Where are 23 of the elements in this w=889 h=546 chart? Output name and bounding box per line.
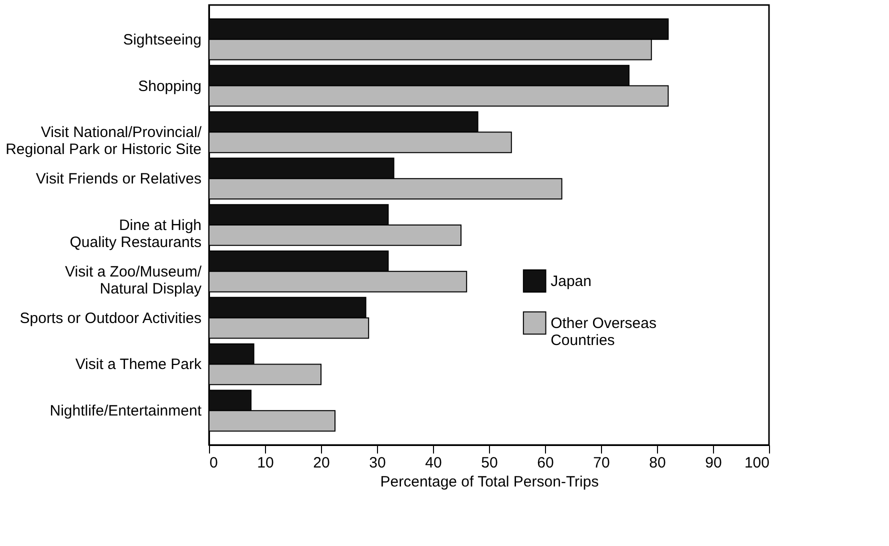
legend-label: Other Overseas Countries xyxy=(550,315,656,349)
x-tick-label: 30 xyxy=(369,454,386,472)
y-tick-label: Sports or Outdoor Activities xyxy=(20,310,202,327)
legend-label: Japan xyxy=(550,273,592,290)
y-tick-label: Dine at High Quality Restaurants xyxy=(70,217,202,251)
x-tick-label: 100 xyxy=(744,454,770,472)
y-tick-label: Visit National/Provincial/ Regional Park or Historic Site xyxy=(6,124,202,158)
x-axis-title: Percentage of Total Person-Trips xyxy=(380,474,599,490)
x-tick-label: 70 xyxy=(593,454,610,472)
x-tick-label: 80 xyxy=(649,454,666,472)
x-tick-label: 50 xyxy=(481,454,498,472)
y-tick-label: Sightseeing xyxy=(123,31,202,48)
x-tick-label: 90 xyxy=(705,454,722,472)
y-tick-label: Visit a Theme Park xyxy=(75,356,202,374)
x-tick-label: 20 xyxy=(313,454,330,472)
y-tick-label: Nightlife/Entertainment xyxy=(50,402,202,420)
y-tick-label: Visit a Zoo/Museum/ Natural Display xyxy=(65,263,202,298)
x-tick-label: 10 xyxy=(257,454,274,472)
y-tick-label: Visit Friends or Relatives xyxy=(36,170,202,188)
y-tick-label: Shopping xyxy=(138,78,202,95)
x-tick-label: 60 xyxy=(537,454,554,472)
x-tick-label: 0 xyxy=(210,454,218,472)
x-tick-label: 40 xyxy=(425,454,442,472)
